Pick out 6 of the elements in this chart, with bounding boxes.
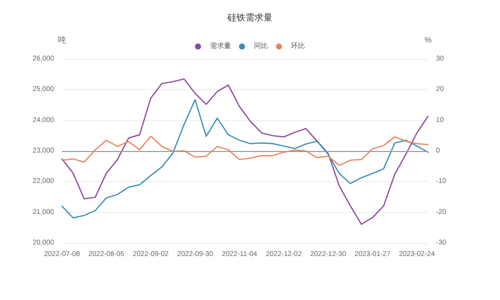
y2-axis-title: % — [424, 36, 432, 44]
chart-title: 硅铁需求量 — [226, 12, 272, 22]
line-series — [61, 99, 429, 218]
line-series — [61, 78, 429, 225]
y-axis-title: 吨 — [58, 36, 66, 44]
line-series — [61, 136, 429, 166]
